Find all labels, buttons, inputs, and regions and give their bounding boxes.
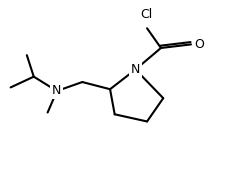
Text: N: N	[131, 63, 140, 76]
Text: O: O	[194, 38, 204, 51]
Text: N: N	[52, 84, 62, 98]
Text: Cl: Cl	[140, 8, 152, 21]
